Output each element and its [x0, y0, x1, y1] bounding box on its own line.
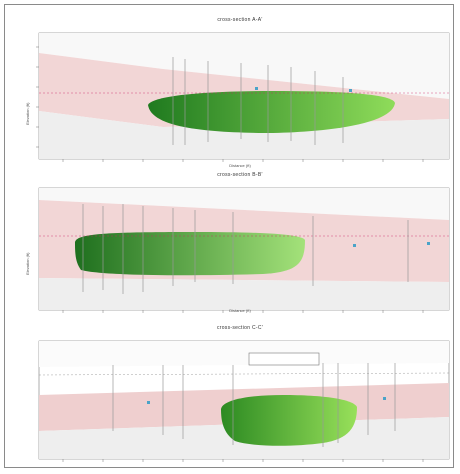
- section-a-panel: cross-section A-A': [23, 15, 457, 168]
- section-b-panel: cross-section B-B': [23, 170, 457, 315]
- ore-body: [75, 232, 305, 276]
- x-axis-ticks: [62, 310, 424, 313]
- topsoil-layer: [39, 33, 449, 99]
- drill-holes: [112, 363, 396, 447]
- water-table-line: [38, 372, 450, 376]
- sample-markers: [353, 242, 430, 247]
- ore-body: [221, 395, 357, 446]
- x-axis-ticks: [62, 159, 424, 162]
- y-axis-ticks: [36, 46, 39, 148]
- topsoil-layer: [39, 188, 449, 220]
- section-c-panel: cross-section C-C': [23, 323, 457, 463]
- sample-markers: [147, 397, 386, 404]
- section-a-plot: [36, 32, 450, 162]
- section-a-title: cross-section A-A': [217, 17, 263, 23]
- drill-holes: [172, 57, 344, 145]
- ore-body: [148, 91, 395, 133]
- x-axis-ticks: [62, 459, 424, 462]
- figure-sheet: cross-section A-A': [4, 4, 454, 468]
- section-b-xlabel: Distance (ft): [229, 308, 251, 313]
- drill-holes: [82, 204, 409, 294]
- section-a-xlabel: Distance (ft): [229, 163, 251, 168]
- callout-box: [248, 352, 320, 366]
- section-c-title: cross-section C-C': [216, 325, 264, 331]
- section-a-ylabel: Elevation (ft): [25, 102, 30, 125]
- basement-layer: [39, 278, 449, 310]
- section-b-plot: [38, 187, 450, 313]
- section-b-ylabel: Elevation (ft): [25, 252, 30, 275]
- section-b-title: cross-section B-B': [217, 172, 263, 178]
- section-c-plot: [38, 340, 450, 462]
- sample-markers: [255, 87, 352, 92]
- topsoil-layer: [39, 341, 449, 367]
